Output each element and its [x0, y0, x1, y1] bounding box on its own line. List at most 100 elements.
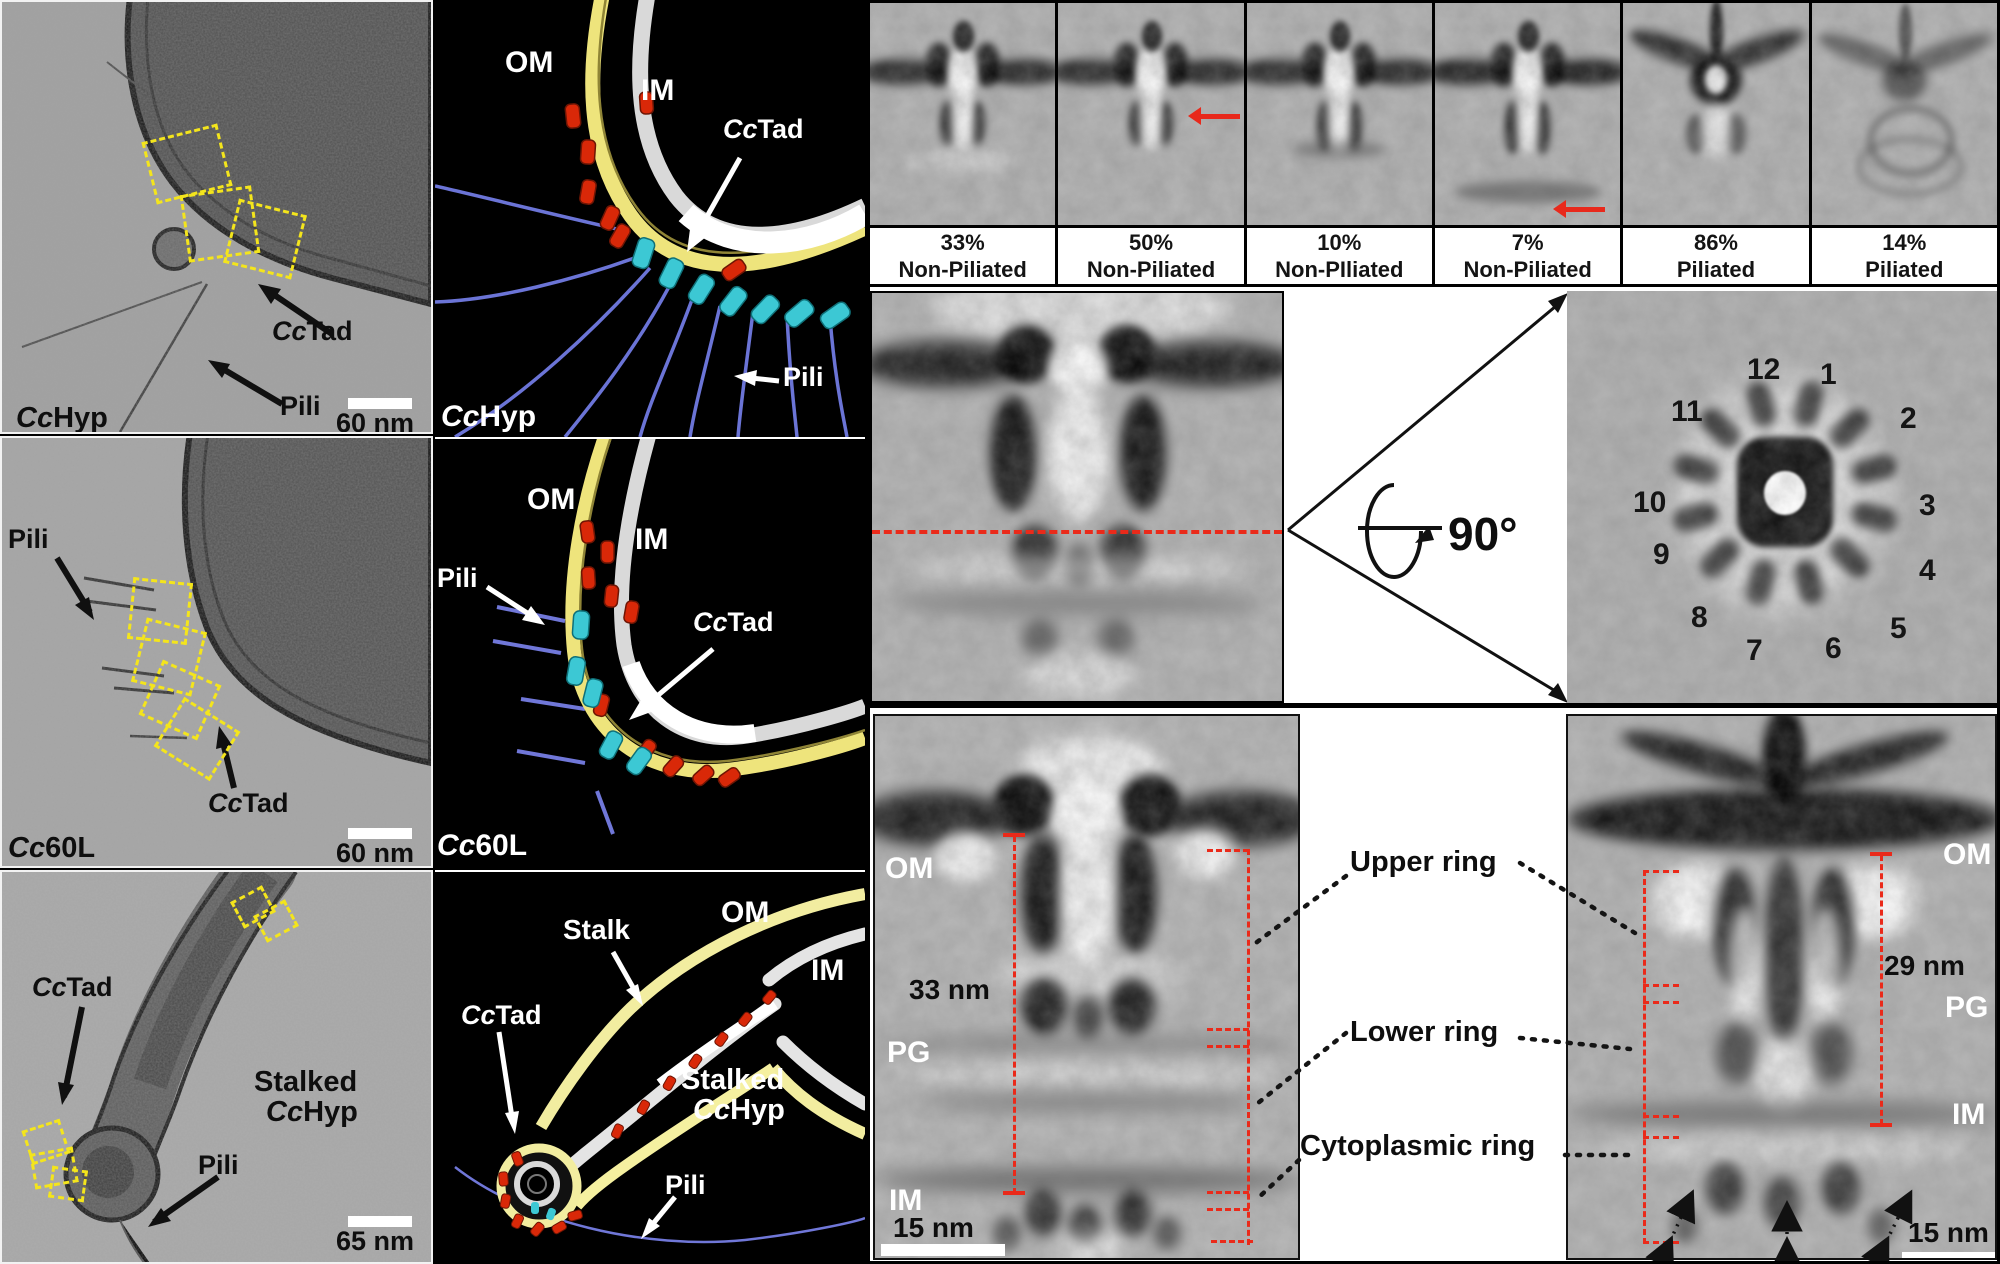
side-view-zoom-right: OM 29 nm PG IM 15 nm [1566, 714, 1997, 1260]
strain-label-cchyp: CcHyp [266, 1096, 358, 1128]
pili-arrow [148, 1174, 220, 1227]
ring-number-6: 6 [1825, 632, 1842, 665]
ring-number-12: 12 [1747, 353, 1781, 386]
cctad-label: CcTad [272, 316, 353, 346]
scale-bar [348, 398, 412, 409]
measure-cap-top [1003, 833, 1025, 837]
rotation-axis-icon [1358, 483, 1442, 579]
cctad-outer-densities [564, 91, 747, 282]
ring-number-11: 11 [1671, 395, 1703, 428]
stalked-label: Stalked [681, 1064, 785, 1096]
pili-label: Pili [8, 524, 49, 554]
scale-bar-label: 60 nm [336, 838, 415, 868]
cctad-arrow [258, 284, 334, 337]
scale-bar [348, 1216, 412, 1227]
ring-number-3: 3 [1919, 489, 1936, 522]
ring-tick [1207, 1045, 1249, 1048]
scale-bar-label: 60 nm [336, 408, 415, 434]
scale-bar-label: 15 nm [1908, 1217, 1989, 1248]
class-label-6: 14% Piliated [1811, 228, 1997, 284]
om-label: OM [885, 852, 934, 885]
segmentation-panel-cc60l: OM IM Pili CcTad Cc60L [435, 437, 865, 868]
subtomogram-average-figure: 33% Non-Piliated 50% Non-Piliated 10% Non-P… [867, 0, 2000, 1264]
tomogram-cchyp-image [2, 2, 431, 432]
cctad-label: CcTad [693, 607, 774, 637]
class-average-5 [1623, 3, 1812, 225]
cctad-label: CcTad [461, 1000, 542, 1030]
cctad-arrow [216, 726, 237, 789]
section-plane-dashed-line [872, 530, 1282, 534]
side-view-zoom-left: OM 33 nm PG IM 15 nm [873, 714, 1300, 1260]
cctad-label: CcTad [723, 114, 804, 144]
ring-bracket [1643, 870, 1646, 1244]
lower-ring-label: Lower ring [1350, 1016, 1499, 1048]
pili-arrow [208, 360, 284, 407]
ring-tick [1643, 870, 1679, 873]
om-label: OM [527, 483, 576, 516]
class-average-row [870, 3, 1997, 225]
ring-tick [1211, 1240, 1253, 1243]
segmentation-panel-stalked: Stalk OM IM CcTad Stalked CcHyp Pili [435, 870, 865, 1264]
pili-arrow [734, 370, 780, 386]
measure-cap-bottom [1003, 1191, 1025, 1195]
segmentation-cc60l-image [435, 439, 865, 868]
class-average-1 [870, 3, 1059, 225]
rotation-projection-arrows [1287, 293, 1568, 703]
ring-tick [1207, 1191, 1249, 1194]
scale-bar [1902, 1252, 1995, 1258]
cctad-arrow [687, 156, 743, 252]
class-average-4 [1434, 3, 1624, 225]
scale-bar-label: 65 nm [336, 1226, 415, 1256]
ring-number-1: 1 [1820, 358, 1837, 391]
class-average-2 [1058, 3, 1247, 225]
pili-label: Pili [280, 391, 321, 421]
top-view-average: 1 2 3 4 5 6 7 8 9 10 11 12 [1567, 291, 1997, 703]
rotation-angle-label: 90° [1448, 508, 1518, 560]
tomogram-cc60l-image [2, 438, 431, 866]
ring-number-9: 9 [1653, 538, 1670, 571]
pili-label: Pili [437, 563, 478, 593]
pili-arrow [54, 556, 94, 620]
class-average-3 [1246, 3, 1435, 225]
ring-number-7: 7 [1746, 634, 1763, 667]
segmentation-cchyp-image [435, 0, 865, 437]
cctad-arrow [496, 1031, 519, 1134]
im-label: IM [1952, 1098, 1986, 1131]
cctad-outer-densities [579, 520, 741, 788]
segmentation-stalked-image [435, 872, 865, 1264]
cctad-arrow [629, 647, 715, 720]
pg-label: PG [1945, 991, 1989, 1024]
om-label: OM [505, 46, 554, 79]
strain-label-cc60l: Cc60L [8, 832, 96, 864]
side-view-average [870, 291, 1284, 703]
measure-cap-bottom [1870, 1123, 1892, 1127]
ring-tick [1207, 1028, 1249, 1031]
cytoplasmic-ring-label: Cytoplasmic ring [1300, 1130, 1536, 1162]
ring-tick [1643, 1115, 1679, 1118]
ring-number-10: 10 [1633, 486, 1667, 519]
class-label-1: 33% Non-Piliated [870, 228, 1059, 284]
pili-label: Pili [198, 1150, 239, 1180]
om-label: OM [721, 896, 770, 929]
pili-arrow [641, 1195, 677, 1239]
im-label: IM [811, 954, 845, 987]
ring-tick [1207, 849, 1249, 852]
cctad-densities [498, 989, 777, 1237]
class-label-2: 50% Non-Piliated [1058, 228, 1247, 284]
cctad-label: CcTad [32, 972, 113, 1002]
height-label: 29 nm [1884, 950, 1965, 981]
strain-label-cchyp: CcHyp [693, 1094, 785, 1126]
tomogram-stalked-image [2, 872, 431, 1262]
pili-filaments [435, 184, 849, 437]
ring-number-8: 8 [1691, 601, 1708, 634]
stalked-label: Stalked [254, 1066, 358, 1098]
tomogram-panel-cc60l: Pili CcTad Cc60L 60 nm [0, 436, 433, 868]
measure-cap-top [1870, 852, 1892, 856]
height-label: 33 nm [909, 974, 990, 1005]
height-measure-line [1013, 836, 1016, 1194]
im-label: IM [641, 74, 675, 107]
ring-tick [1207, 1208, 1249, 1211]
ring-number-4: 4 [1919, 554, 1936, 587]
om-label: OM [1943, 838, 1992, 871]
